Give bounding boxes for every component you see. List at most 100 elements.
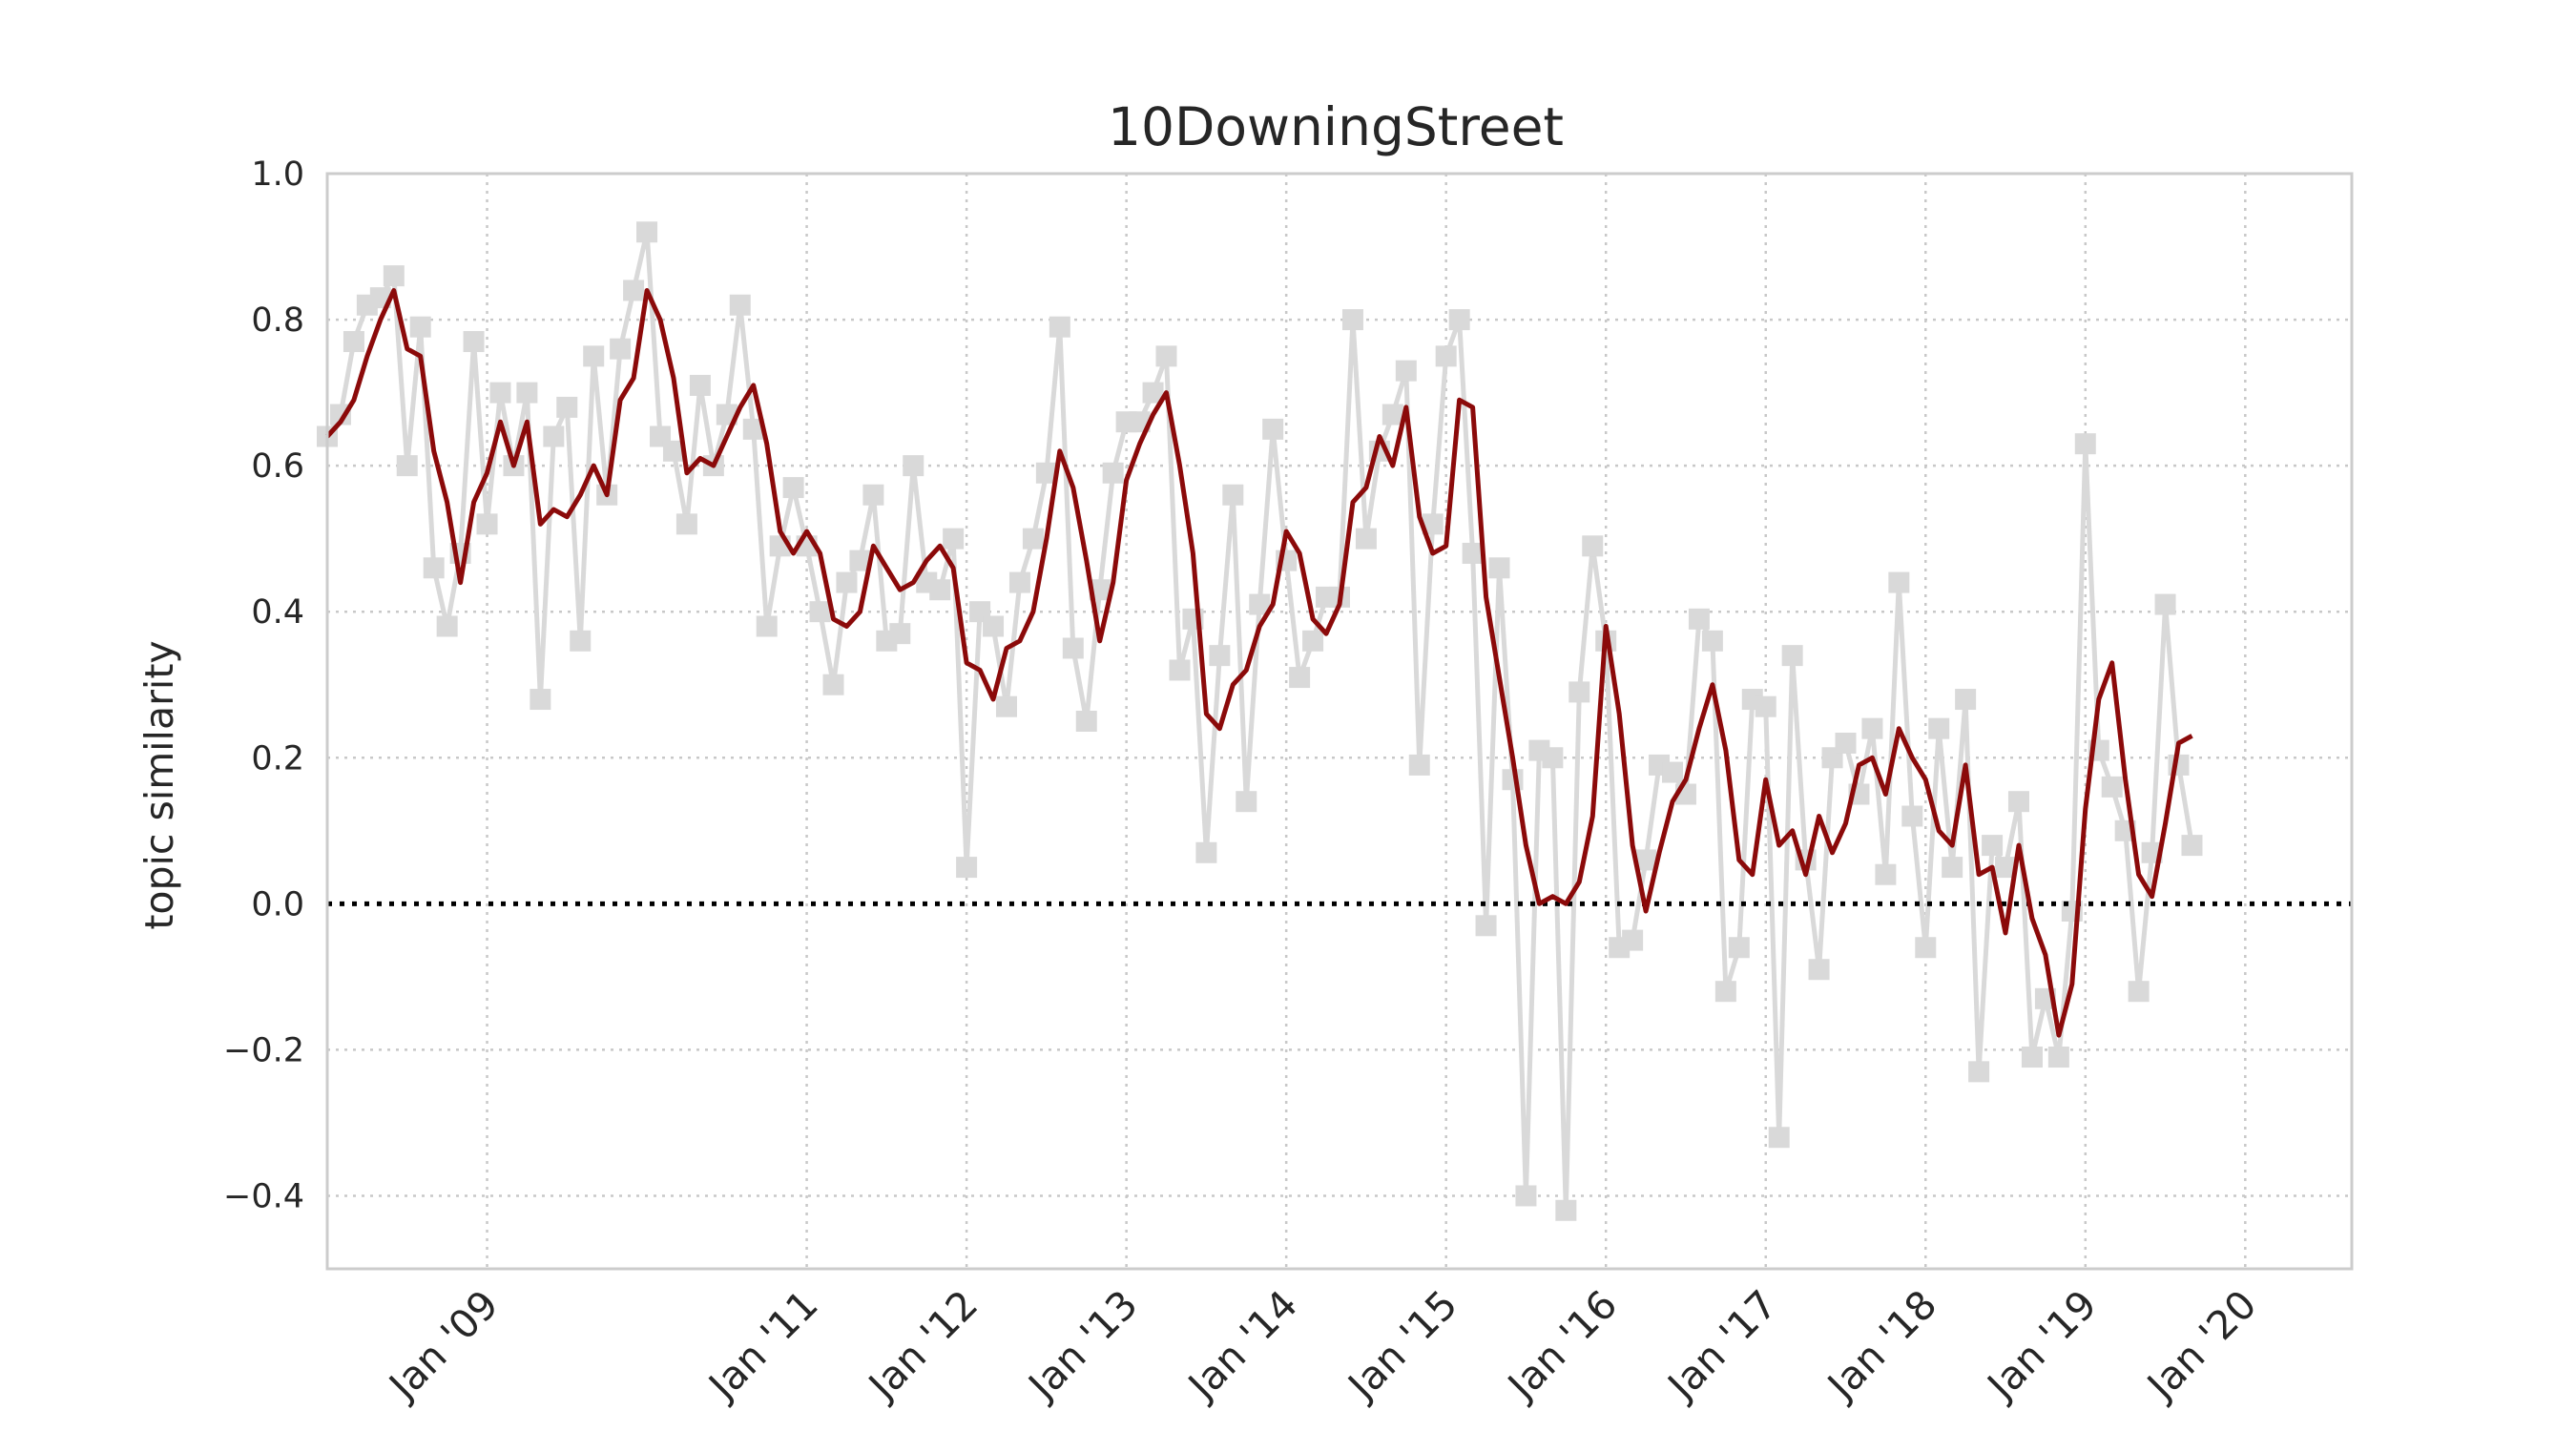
raw-series-point — [742, 418, 764, 440]
y-tick-label: −0.2 — [223, 1031, 304, 1069]
y-tick-label: 0.2 — [251, 739, 304, 778]
raw-series-point — [662, 440, 684, 462]
raw-series-point — [636, 221, 658, 243]
raw-series-point — [476, 513, 498, 535]
raw-series-point — [343, 331, 364, 353]
raw-series-point — [1622, 929, 1644, 951]
raw-series-point — [1901, 805, 1923, 827]
raw-series-point — [1049, 316, 1070, 338]
raw-series-point — [689, 374, 711, 396]
raw-series-point — [943, 528, 965, 550]
raw-series-point — [1808, 959, 1830, 981]
raw-series-point — [889, 623, 911, 645]
raw-series-point — [1262, 418, 1284, 440]
raw-series-point — [782, 477, 804, 499]
raw-series-point — [1915, 937, 1937, 959]
raw-series-point — [1982, 835, 2004, 857]
raw-series-point — [1555, 1199, 1577, 1221]
raw-series-point — [1768, 1127, 1790, 1149]
y-tick-label: 0.8 — [251, 301, 304, 340]
raw-series-point — [1542, 747, 1564, 769]
raw-series-point — [729, 294, 751, 316]
raw-series-point — [2154, 593, 2176, 615]
raw-series-point — [1236, 791, 1257, 813]
raw-series-point — [1861, 717, 1883, 739]
raw-series-point — [849, 550, 871, 571]
y-tick-label: 1.0 — [251, 156, 304, 194]
raw-series-point — [583, 345, 605, 367]
y-tick-label: 0.6 — [251, 447, 304, 486]
raw-series-point — [610, 338, 632, 360]
raw-series-point — [423, 557, 445, 579]
raw-series-point — [383, 265, 405, 287]
raw-series-point — [1942, 857, 1963, 879]
raw-series-point — [1568, 681, 1590, 703]
raw-series-point — [463, 331, 485, 353]
raw-series-point — [1209, 645, 1231, 667]
raw-series-point — [1714, 981, 1736, 1003]
raw-series-point — [903, 455, 924, 477]
raw-series-point — [1995, 857, 2017, 879]
raw-series-point — [2128, 981, 2150, 1003]
raw-series-point — [1462, 542, 1484, 564]
raw-series-point — [623, 280, 645, 301]
raw-series-point — [929, 579, 951, 601]
raw-series-point — [2007, 791, 2029, 813]
raw-series-point — [1062, 637, 1084, 659]
raw-series-point — [1448, 309, 1470, 331]
raw-series-point — [1035, 462, 1057, 484]
raw-series-point — [1582, 535, 1604, 557]
raw-series-point — [1381, 404, 1403, 425]
raw-series-point — [1755, 695, 1776, 717]
raw-series-point — [1302, 630, 1324, 652]
raw-series-point — [822, 674, 844, 695]
raw-series-point — [1875, 863, 1897, 885]
raw-series-point — [1195, 841, 1217, 863]
raw-series-point — [1435, 345, 1457, 367]
smoothed-series — [325, 288, 2193, 1038]
y-axis-label: topic similarity — [136, 640, 182, 929]
raw-series-point — [1289, 667, 1311, 689]
raw-series-point — [1475, 915, 1497, 937]
raw-series-point — [983, 615, 1005, 637]
raw-series-point — [1408, 754, 1430, 776]
raw-series-point — [1422, 513, 1444, 535]
raw-series-point — [1022, 528, 1044, 550]
raw-series-point — [1102, 462, 1124, 484]
raw-series-point — [1222, 484, 1244, 506]
raw-series-point — [995, 695, 1017, 717]
raw-series-point — [1728, 937, 1750, 959]
y-tick-label: 0.4 — [251, 593, 304, 632]
raw-series-point — [1249, 593, 1271, 615]
raw-series-point — [1169, 659, 1191, 681]
raw-series-point — [570, 630, 592, 652]
raw-series-point — [436, 615, 458, 637]
raw-series-point — [1142, 382, 1164, 404]
raw-series-point — [1955, 689, 1977, 711]
raw-series-point — [489, 382, 511, 404]
raw-series-point — [1662, 761, 1684, 783]
raw-series-point — [2021, 1047, 2043, 1068]
raw-series-point — [516, 382, 538, 404]
raw-series — [317, 221, 2203, 1221]
raw-series-point — [1635, 849, 1657, 871]
y-tick-label: 0.0 — [251, 885, 304, 923]
raw-series-point — [836, 571, 858, 593]
raw-series-point — [809, 601, 831, 623]
raw-series-point — [1075, 711, 1097, 732]
plot-frame — [325, 172, 2354, 1271]
raw-series-point — [1701, 630, 1723, 652]
smoothed-series-line — [325, 288, 2193, 1038]
raw-series-point — [756, 615, 778, 637]
raw-series-point — [396, 455, 418, 477]
raw-series-point — [1968, 1061, 1990, 1083]
y-axis-ticks: 1.0 0.8 0.6 0.4 0.2 0.0 −0.2 −0.4 — [223, 156, 304, 1215]
raw-series-point — [1888, 571, 1910, 593]
y-tick-label: −0.4 — [223, 1177, 304, 1215]
raw-series-point — [862, 484, 884, 506]
raw-series-point — [543, 425, 565, 447]
raw-series-point — [1008, 571, 1030, 593]
raw-series-point — [1781, 645, 1803, 667]
